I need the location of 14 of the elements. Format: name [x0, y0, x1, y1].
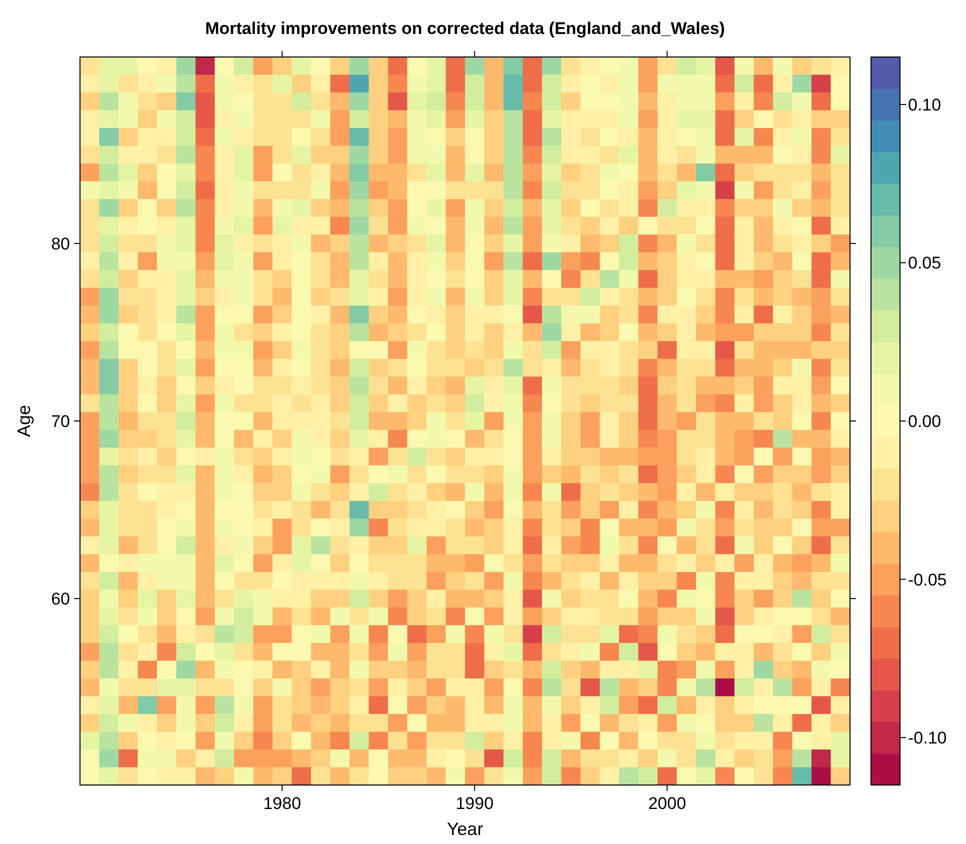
x-tick-label: 2000: [648, 794, 686, 813]
y-tick-label: 60: [51, 590, 70, 609]
color-bar-label: -0.05: [908, 570, 947, 590]
color-bar-label: 0.05: [908, 254, 942, 273]
x-axis-title: Year: [446, 819, 484, 839]
color-bar-label: 0.10: [908, 95, 942, 114]
x-tick-label: 1990: [456, 794, 494, 813]
chart-title: Mortality improvements on corrected data (England_and_Wales): [205, 19, 725, 38]
color-bar-label: -0.10: [908, 728, 947, 748]
x-tick-label: 1980: [263, 794, 302, 813]
y-tick-label: 70: [51, 412, 70, 431]
color-bar-label: 0.00: [908, 412, 942, 431]
y-tick-label: 80: [51, 234, 70, 254]
y-axis-title: Age: [14, 404, 34, 438]
